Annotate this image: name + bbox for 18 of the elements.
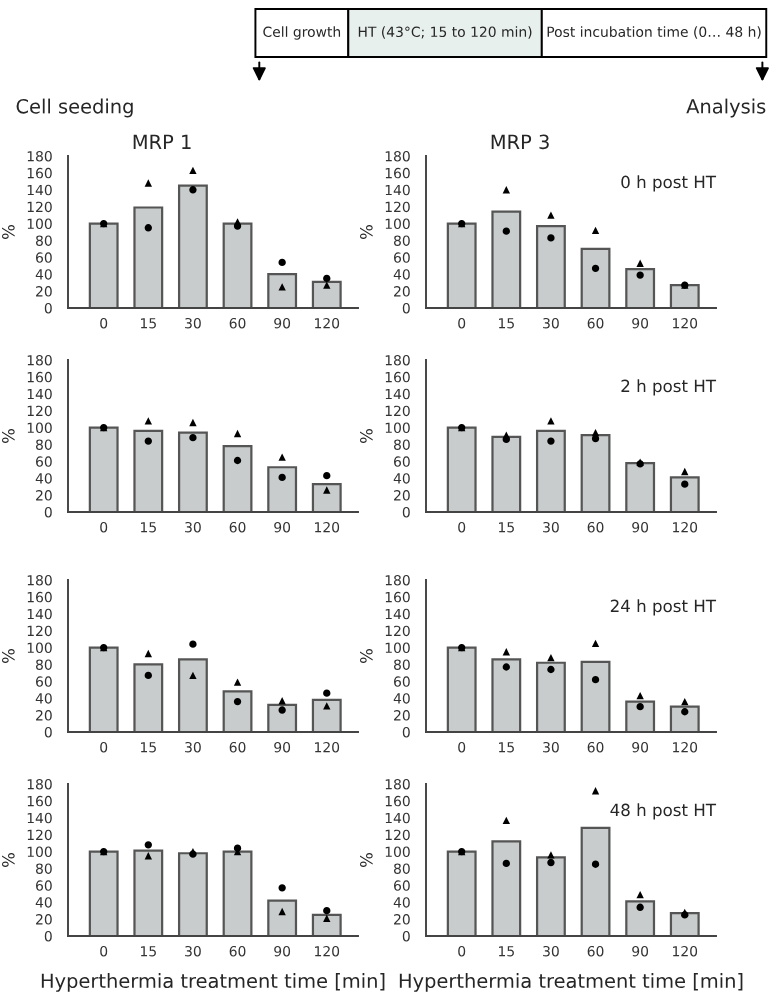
y-axis-title: % — [360, 225, 373, 239]
text: Cell seeding — [16, 98, 133, 118]
annotation: 48 h post HT — [610, 803, 717, 820]
y-axis-title: % — [360, 429, 373, 443]
x-axis-title: Hyperthermia treatment time [min] — [41, 973, 385, 992]
chart-title: MRP 3 — [491, 134, 549, 150]
text: Analysis — [686, 98, 766, 118]
annotation: 24 h post HT — [610, 599, 717, 616]
y-axis-title: % — [2, 225, 15, 239]
y-axis-title: % — [2, 649, 15, 663]
y-axis-title: % — [360, 853, 373, 867]
y-axis-title: % — [360, 649, 373, 663]
annotation: 0 h post HT — [621, 175, 717, 192]
y-axis-title: % — [2, 429, 15, 443]
chart-title: MRP 1 — [133, 134, 191, 149]
y-axis-title: % — [2, 853, 15, 867]
x-axis-title: Hyperthermia treatment time [min] — [399, 973, 743, 992]
annotation: 2 h post HT — [621, 379, 717, 396]
